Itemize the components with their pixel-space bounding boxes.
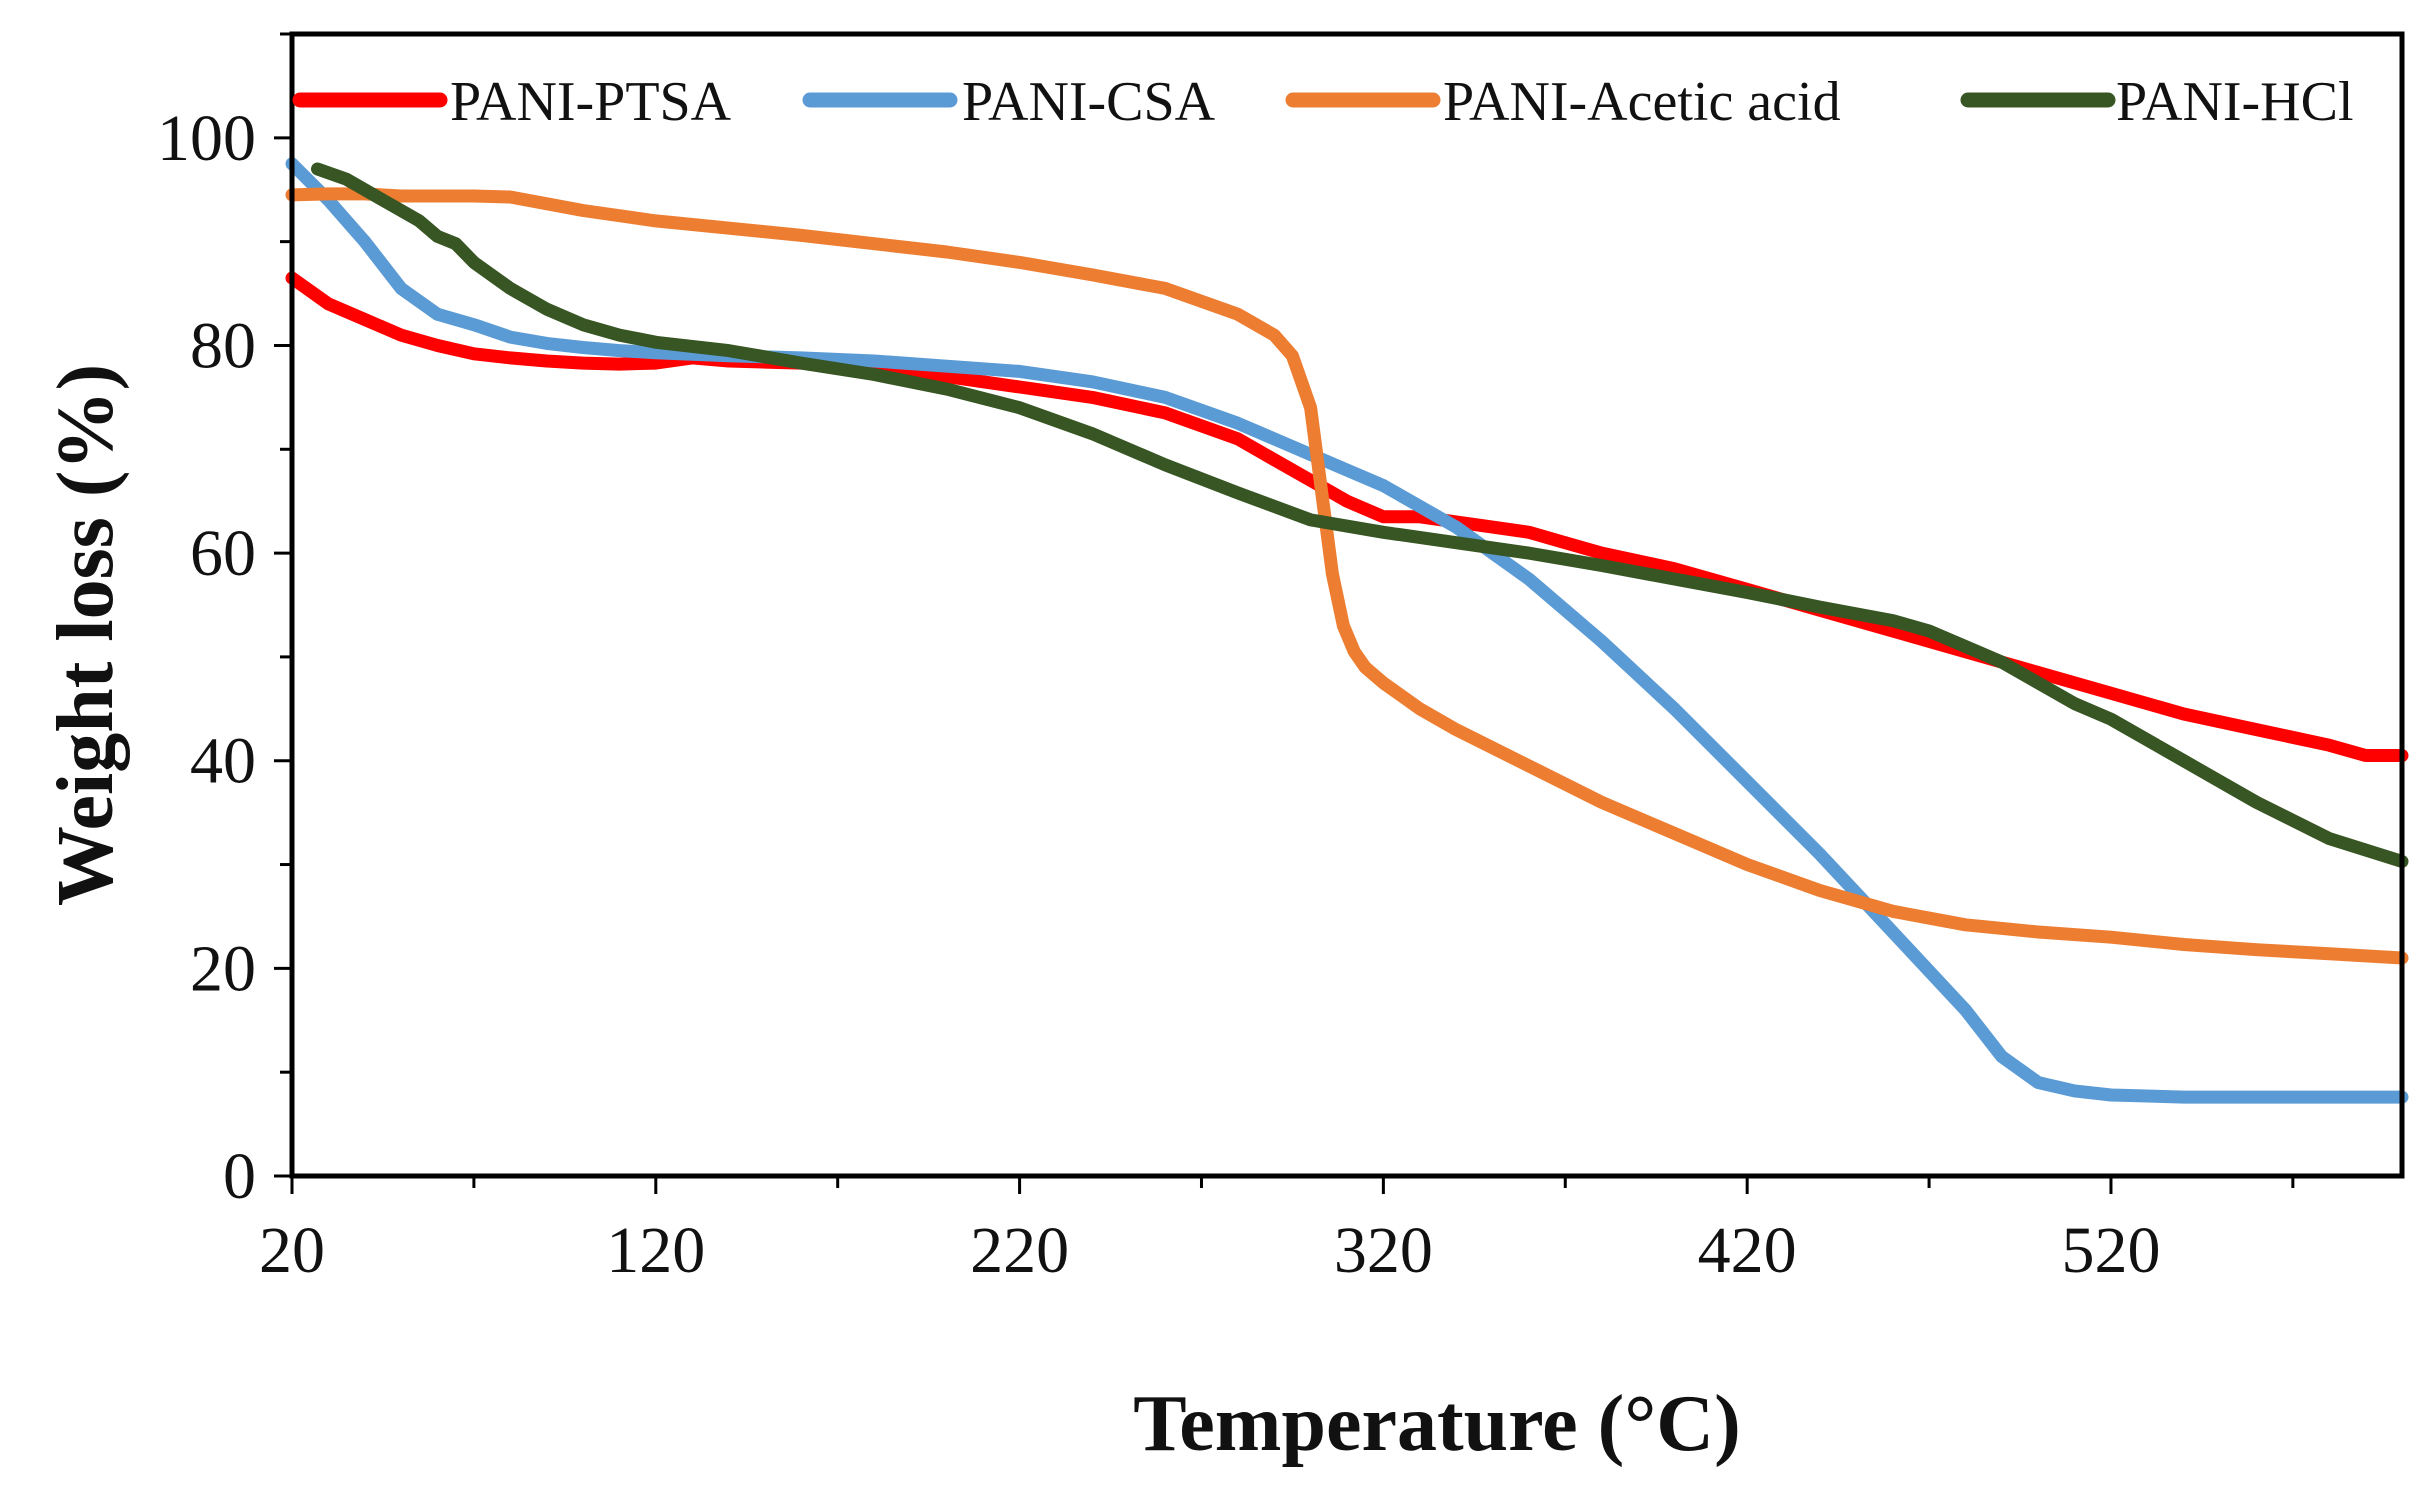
x-tick-label: 520 [2061,1214,2160,1287]
legend-label-pani-hcl: PANI-HCl [2116,71,2354,133]
legend: PANI-PTSA PANI-CSA PANI-Acetic acid PANI-HC… [292,71,2354,133]
y-tick-label: 100 [157,102,256,175]
legend-label-pani-ptsa: PANI-PTSA [450,71,732,133]
x-axis-title: Temperature (°C) [1133,1380,1740,1468]
series-layer [285,157,2409,1104]
x-tick-label: 220 [970,1214,1069,1287]
legend-label-pani-csa: PANI-CSA [962,71,1216,133]
series-line-pani-csa [285,157,2409,1104]
x-tick-label: 320 [1334,1214,1433,1287]
tick-marks [274,32,2295,1194]
series-line-pani-hcl [311,162,2409,868]
y-tick-label: 20 [190,932,256,1005]
y-tick-label: 80 [190,309,256,382]
x-tick-label: 420 [1698,1214,1797,1287]
plot-frame [289,31,2405,1179]
legend-label-pani-acetic-acid: PANI-Acetic acid [1443,71,1841,133]
y-tick-label: 60 [190,517,256,590]
series-line-pani-acetic-acid [285,187,2409,965]
x-tick-label: 20 [259,1214,325,1287]
y-axis-title: Weight loss (%) [42,364,130,906]
y-tick-label: 40 [190,725,256,798]
y-tick-label: 0 [223,1140,256,1213]
x-tick-label: 120 [606,1214,705,1287]
